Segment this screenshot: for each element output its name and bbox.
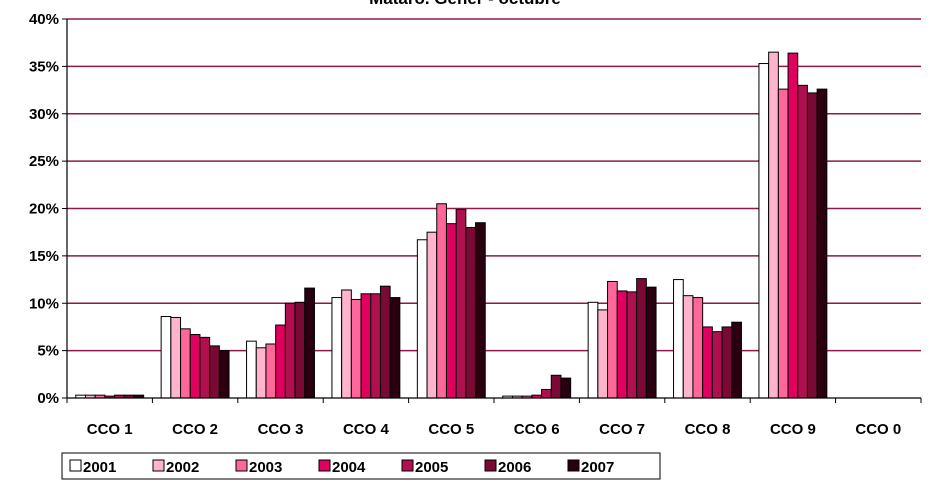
bar — [265, 343, 277, 399]
bar — [787, 52, 799, 399]
bar — [587, 301, 599, 399]
bar — [331, 297, 343, 399]
bar — [560, 377, 572, 399]
bar — [389, 297, 401, 399]
y-tick-label: 35% — [29, 58, 59, 75]
axes — [66, 19, 922, 403]
bar — [626, 291, 638, 399]
bar — [160, 316, 172, 399]
bar — [721, 326, 733, 399]
bar — [294, 301, 306, 399]
bar — [436, 203, 447, 399]
bar — [360, 293, 372, 399]
bar — [682, 295, 694, 399]
legend-label: 2006 — [498, 459, 531, 476]
y-tick-label: 10% — [29, 295, 59, 312]
chart-title: Mataró. Gener - octubre — [369, 0, 561, 8]
legend-swatch — [567, 459, 580, 472]
y-tick-label: 20% — [29, 201, 59, 218]
bar — [475, 222, 486, 399]
legend-label: 2007 — [581, 459, 614, 476]
bar — [465, 226, 477, 399]
y-tick-label: 5% — [37, 343, 59, 360]
bar — [758, 63, 770, 399]
x-category-label: CCO 6 — [514, 421, 560, 438]
legend-swatch — [484, 459, 497, 472]
legend-swatch — [235, 459, 248, 472]
bar — [455, 208, 467, 399]
legend-swatch — [401, 459, 414, 472]
bar — [692, 297, 704, 399]
bar — [209, 345, 220, 399]
bar — [341, 289, 352, 399]
bar — [541, 388, 552, 399]
bar — [673, 279, 684, 399]
bar — [636, 278, 647, 399]
bar — [379, 285, 391, 399]
legend-label: 2004 — [332, 459, 366, 476]
legend-label: 2001 — [83, 459, 116, 476]
bar — [806, 92, 818, 399]
y-tick-label: 40% — [29, 11, 59, 28]
legend: 2001 2002 2003 2004 2005 2006 2007 — [61, 452, 661, 480]
bar — [284, 302, 296, 399]
x-category-label: CCO 4 — [343, 421, 390, 438]
bars — [75, 51, 828, 399]
bar — [370, 293, 381, 399]
bar — [180, 328, 191, 399]
legend-label: 2005 — [415, 459, 448, 476]
y-tick-label: 15% — [29, 248, 59, 265]
legend-swatch — [152, 459, 165, 472]
bar — [768, 51, 779, 399]
y-tick-label: 25% — [29, 153, 59, 170]
bar — [246, 340, 257, 399]
legend-label: 2003 — [249, 459, 282, 476]
x-category-label: CCO 7 — [599, 421, 645, 438]
bar — [550, 374, 562, 399]
x-category-label: CCO 1 — [87, 421, 133, 438]
x-category-label: CCO 2 — [172, 421, 218, 438]
x-category-label: CCO 5 — [428, 421, 474, 438]
bar — [607, 280, 618, 399]
bar — [275, 324, 286, 399]
bar — [189, 334, 201, 399]
bar — [702, 326, 713, 399]
legend-swatch — [318, 459, 331, 472]
x-category-label: CCO 0 — [855, 421, 901, 438]
bar — [199, 336, 211, 399]
y-tick-labels: 0% 5% 10% 15% 20% 25% 30% 35% 40% — [29, 11, 59, 407]
bar — [170, 316, 182, 399]
bar — [426, 231, 438, 399]
bar — [731, 321, 742, 399]
bar — [711, 331, 723, 399]
bar — [416, 239, 428, 399]
bar — [445, 223, 457, 399]
bar — [777, 88, 789, 399]
x-category-label: CCO 3 — [258, 421, 304, 438]
bar — [597, 309, 609, 399]
bar — [797, 84, 808, 399]
bar — [304, 287, 315, 399]
legend-label: 2002 — [166, 459, 199, 476]
bar — [645, 286, 657, 399]
legend-box — [61, 452, 661, 480]
bar — [218, 350, 230, 399]
y-tick-label: 30% — [29, 106, 59, 123]
x-category-label: CCO 8 — [685, 421, 731, 438]
x-category-label: CCO 9 — [770, 421, 816, 438]
legend-swatch — [69, 459, 82, 472]
bar — [350, 298, 362, 399]
bar — [255, 347, 267, 399]
bar — [816, 88, 828, 399]
y-tick-label: 0% — [37, 390, 59, 407]
bar — [616, 290, 628, 399]
x-category-labels: CCO 1 CCO 2 CCO 3 CCO 4 CCO 5 CCO 6 CCO 7 CCO 8… — [87, 421, 901, 438]
